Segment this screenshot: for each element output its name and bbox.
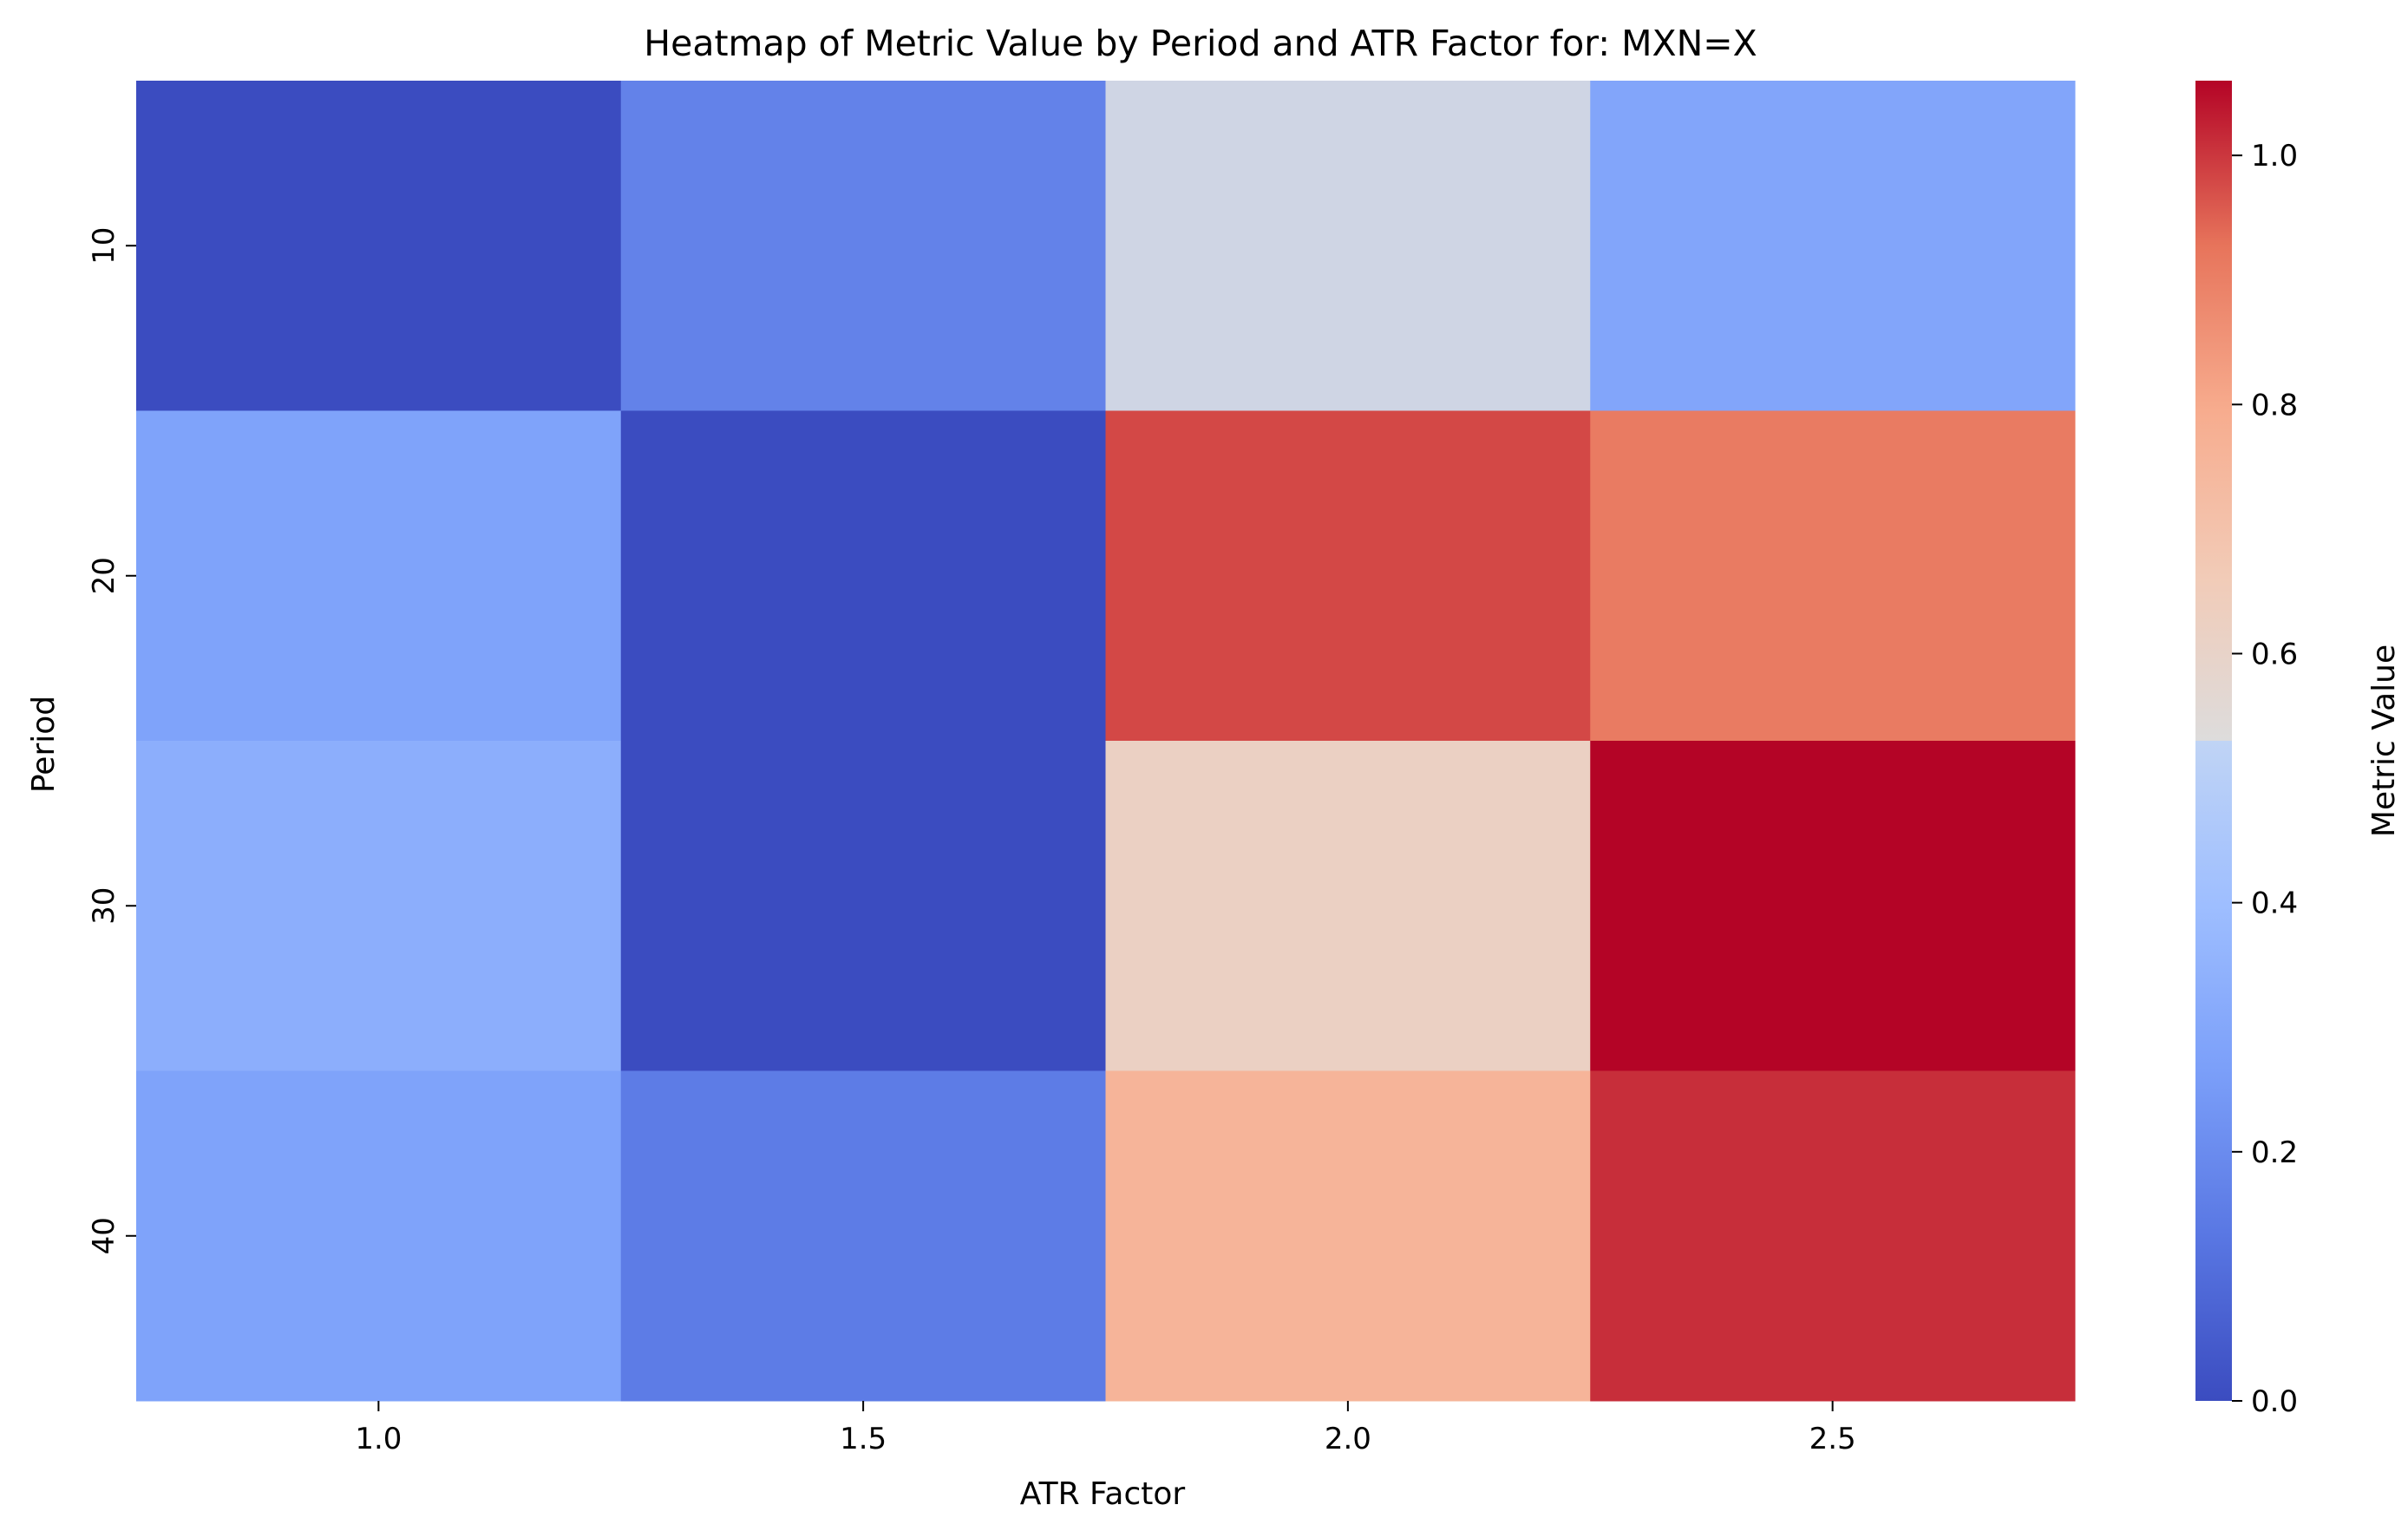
heatmap-cell — [1105, 81, 1591, 411]
heatmap-cell — [620, 1070, 1106, 1402]
y-axis-label: Period — [26, 696, 62, 793]
heatmap-cell — [1105, 1070, 1591, 1402]
colorbar-tick-label: 0.8 — [2251, 388, 2298, 422]
y-tick-label: 30 — [87, 887, 121, 925]
heatmap-cell — [620, 410, 1106, 742]
y-tick-label: 20 — [87, 557, 121, 594]
heatmap-cell — [620, 741, 1106, 1071]
x-axis-label: ATR Factor — [1020, 1476, 1186, 1512]
colorbar: 0.0 0.2 0.4 0.6 0.8 1.0 Metric Value — [2195, 81, 2402, 1419]
heatmap-cell — [1105, 410, 1591, 742]
heatmap-cell — [1590, 741, 2076, 1071]
colorbar-tick-label: 0.4 — [2251, 887, 2298, 921]
heatmap-cell — [1105, 741, 1591, 1071]
heatmap-cell — [136, 1070, 622, 1402]
heatmap-cell — [1590, 1070, 2076, 1402]
colorbar-label: Metric Value — [2366, 644, 2402, 837]
x-tick-label: 2.5 — [1809, 1422, 1856, 1456]
x-tick-label: 2.0 — [1325, 1422, 1371, 1456]
x-axis: 1.0 1.5 2.0 2.5 — [355, 1401, 1856, 1456]
y-axis: 10 20 30 40 — [87, 227, 136, 1254]
heatmap-cell — [136, 81, 622, 411]
y-tick-label: 40 — [87, 1217, 121, 1254]
y-tick-label: 10 — [87, 227, 121, 265]
heatmap-cell — [620, 81, 1106, 411]
colorbar-gradient — [2195, 81, 2232, 1401]
heatmap-cell — [1590, 410, 2076, 742]
heatmap-cell — [136, 410, 622, 742]
colorbar-tick-label: 0.0 — [2251, 1384, 2298, 1419]
x-tick-label: 1.5 — [840, 1422, 887, 1456]
chart-title: Heatmap of Metric Value by Period and AT… — [644, 23, 1757, 64]
heatmap-cell — [136, 741, 622, 1071]
colorbar-ticks: 0.0 0.2 0.4 0.6 0.8 1.0 — [2232, 139, 2298, 1419]
colorbar-tick-label: 1.0 — [2251, 139, 2298, 173]
colorbar-tick-label: 0.6 — [2251, 637, 2298, 671]
heatmap-cells — [136, 81, 2076, 1402]
heatmap-cell — [1590, 81, 2076, 411]
colorbar-tick-label: 0.2 — [2251, 1135, 2298, 1170]
x-tick-label: 1.0 — [355, 1422, 402, 1456]
